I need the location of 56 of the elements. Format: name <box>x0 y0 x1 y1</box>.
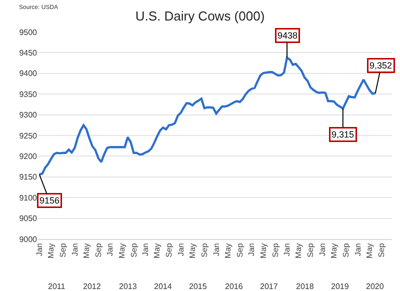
x-tick-label: Sep <box>235 242 244 258</box>
y-tick-label: 9150 <box>19 172 38 182</box>
y-tick-label: 9000 <box>19 234 38 244</box>
y-tick-label: 9350 <box>19 90 38 99</box>
x-tick-label: Jan <box>34 243 44 256</box>
x-tick-label: Sep <box>164 242 174 258</box>
x-tick-label: Sep <box>270 242 280 258</box>
x-tick-label: Jan <box>70 243 80 256</box>
y-tick-label: 9250 <box>19 131 38 140</box>
text: 2020 <box>366 282 384 291</box>
x-tick-label: Sep <box>58 242 68 258</box>
annotation: 9,352 <box>370 60 392 70</box>
x-tick-label: Jan <box>176 243 186 256</box>
x-tick-label: May <box>82 243 92 258</box>
chart-title: U.S. Dairy Cows (000) <box>135 8 265 24</box>
text: 2018 <box>296 282 314 291</box>
x-tick-label: Sep <box>376 242 386 258</box>
y-tick-label: 9450 <box>19 48 38 58</box>
x-tick-label: May <box>117 243 126 258</box>
x-tick-label: Sep <box>306 242 316 258</box>
y-tick-label: 9500 <box>19 28 38 37</box>
x-tick-label: May <box>152 243 162 258</box>
x-tick-label: Jan <box>353 243 362 256</box>
text: 2013 <box>119 282 138 291</box>
text: 2014 <box>154 282 172 291</box>
y-tick-label: 9100 <box>19 193 38 202</box>
y-tick-label: 9050 <box>19 214 38 224</box>
x-tick-label: Sep <box>129 242 138 258</box>
x-tick-label: May <box>258 243 268 258</box>
annotation: 9438 <box>278 30 298 40</box>
x-tick-label: May <box>224 243 233 258</box>
x-tick-label: May <box>294 243 304 258</box>
x-tick-label: Jan <box>141 243 150 256</box>
text: 2016 <box>225 282 244 291</box>
x-tick-label: May <box>365 243 374 258</box>
x-tick-label: Sep <box>200 242 209 258</box>
x-tick-label: May <box>330 243 339 258</box>
text: 2011 <box>48 282 66 291</box>
x-tick-label: May <box>188 243 198 258</box>
x-tick-label: Sep <box>342 242 350 258</box>
text: 2012 <box>83 282 102 291</box>
y-tick-label: 9400 <box>19 69 38 78</box>
x-tick-label: Jan <box>212 243 221 256</box>
x-tick-label: Sep <box>94 242 103 258</box>
x-tick-label: Jan <box>282 243 292 256</box>
annotation: 9,315 <box>332 130 354 140</box>
y-tick-label: 9300 <box>19 110 38 120</box>
text: 2019 <box>331 282 350 291</box>
annotation: 9156 <box>40 196 60 206</box>
text: 2017 <box>260 282 278 291</box>
x-tick-label: Jan <box>106 243 115 256</box>
x-tick-label: Jan <box>247 243 256 256</box>
x-tick-label: May <box>46 243 56 258</box>
y-tick-label: 9200 <box>19 152 38 161</box>
x-tick-label: Jan <box>318 243 327 256</box>
text: 2015 <box>189 282 208 291</box>
